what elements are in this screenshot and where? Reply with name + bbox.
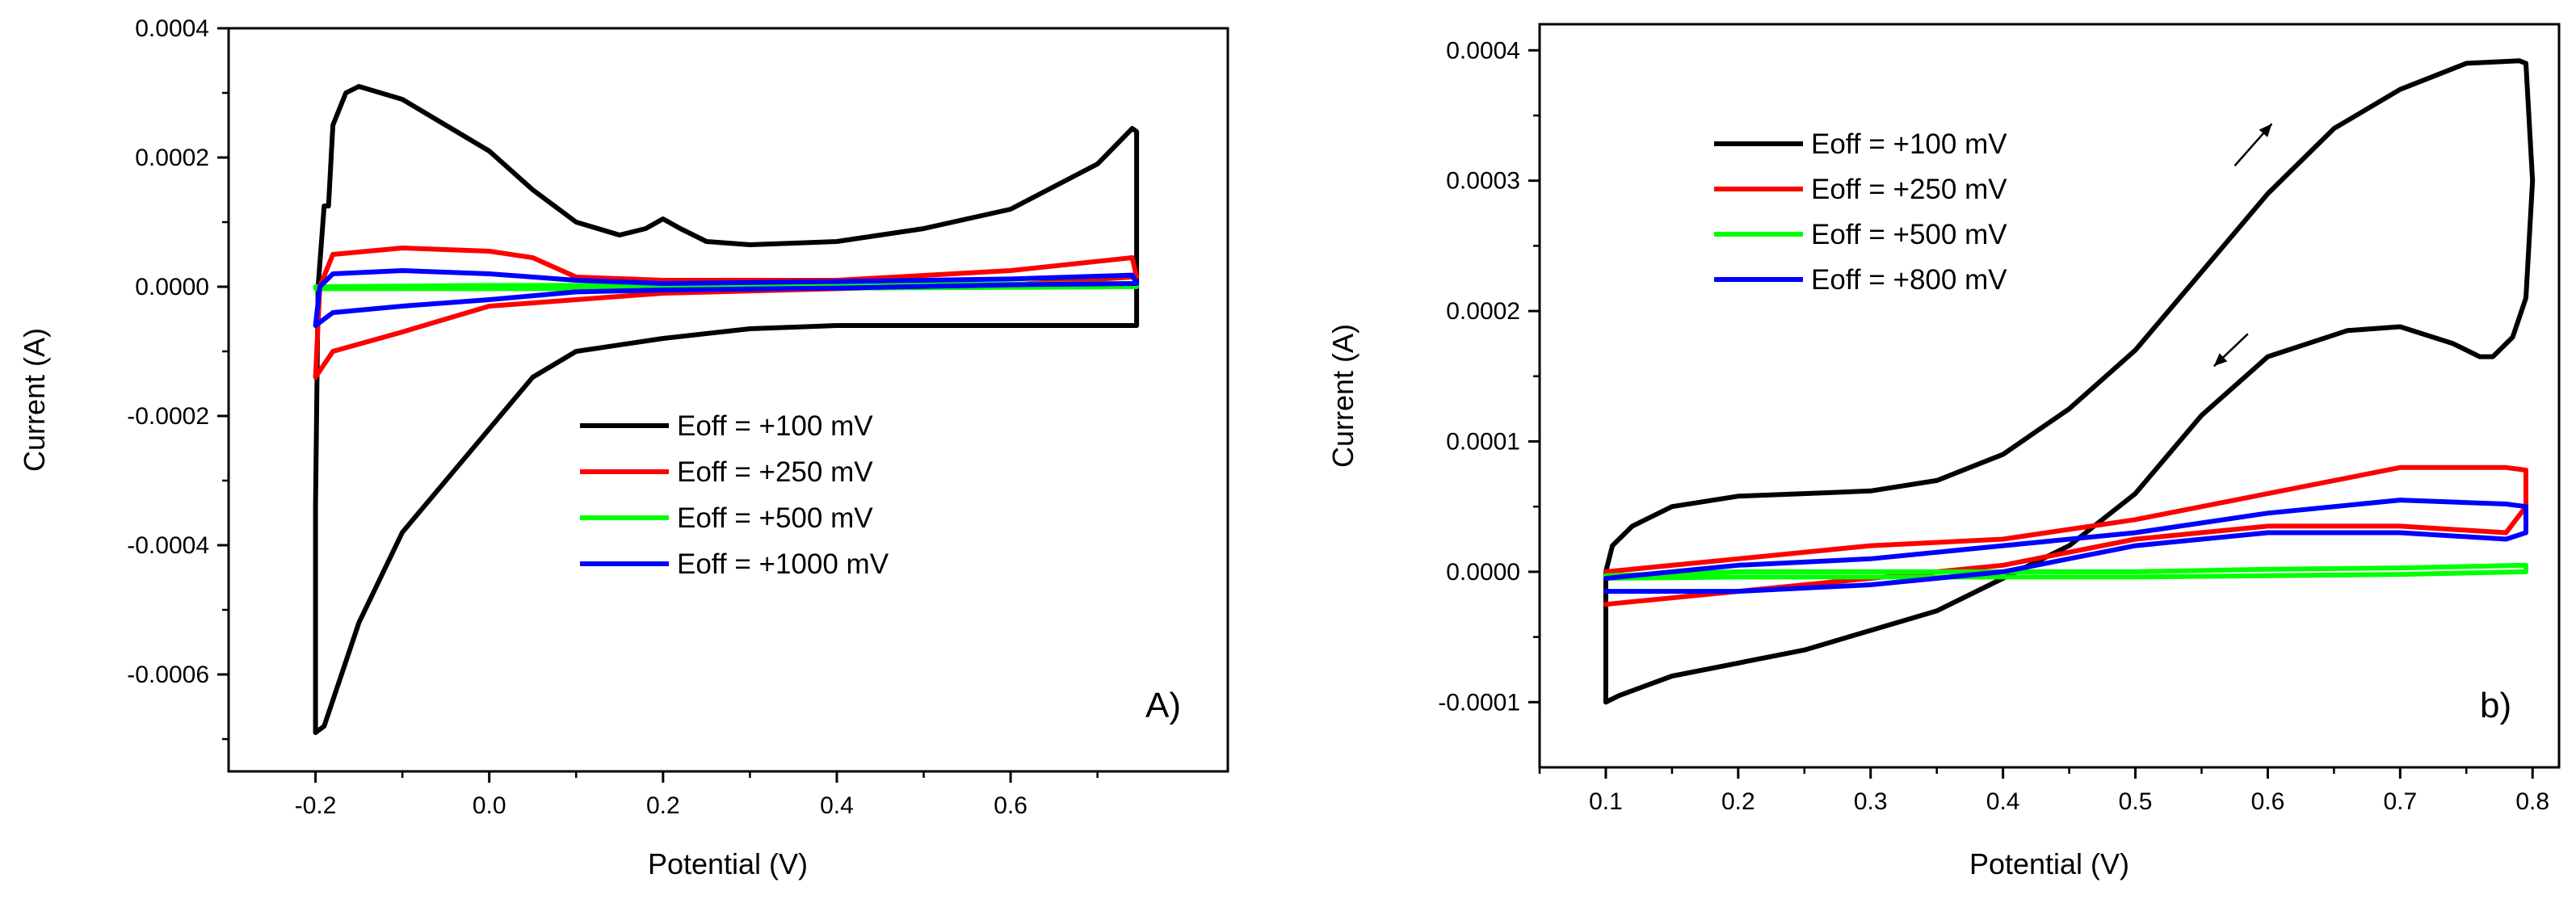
- series-line-eoff-800-mv: [1603, 498, 2528, 594]
- chart-panel-b: 0.1 0.2 0.3 0.4 0.5 0.6 0.7 0.8 0.0004 0.0003 0.00…: [1326, 23, 2561, 880]
- legend-label: Eoff = +250 mV: [1811, 174, 2007, 205]
- legend-a: Eoff = +100 mV Eoff = +250 mV Eoff = +500 …: [580, 410, 889, 580]
- legend-label: Eoff = +250 mV: [677, 456, 873, 488]
- series-line-eoff-1000-mv: [313, 268, 1140, 328]
- series-line-eoff-250-mv: [1603, 464, 2528, 607]
- series-line-eoff-100-mv: [313, 84, 1140, 735]
- legend-b: Eoff = +100 mV Eoff = +250 mV Eoff = +500 …: [1714, 128, 2007, 296]
- y-tick-label: 0.0003: [1446, 168, 1520, 195]
- plot-area-b: [1538, 23, 2561, 769]
- arrow-head: [2213, 353, 2228, 367]
- x-tick-label: 0.6: [994, 792, 1027, 819]
- panel-label-a: A): [1145, 686, 1181, 725]
- legend-label: Eoff = +500 mV: [1811, 219, 2007, 250]
- x-axis-title-b: Potential (V): [1969, 847, 2129, 880]
- y-axis-title-a: Current (A): [18, 328, 51, 472]
- x-tick-label: 0.4: [1986, 788, 2020, 815]
- legend-label: Eoff = +100 mV: [1811, 128, 2007, 160]
- x-tick-label: 0.3: [1854, 788, 1888, 815]
- y-tick-label: -0.0002: [127, 403, 209, 430]
- scan-direction-arrows: [2213, 123, 2273, 368]
- x-tick-label: 0.0: [473, 792, 506, 819]
- y-tick-label: -0.0001: [1438, 689, 1520, 716]
- y-tick-label: 0.0000: [135, 274, 209, 300]
- x-tick-label: 0.2: [1721, 788, 1755, 815]
- y-tick-label: 0.0001: [1446, 428, 1520, 455]
- legend-label: Eoff = +100 mV: [677, 410, 873, 442]
- x-tick-label: 0.6: [2251, 788, 2285, 815]
- x-tick-label: -0.2: [295, 792, 337, 819]
- x-tick-label: 0.5: [2119, 788, 2153, 815]
- panel-label-b: b): [2480, 686, 2511, 725]
- y-tick-label: 0.0004: [135, 15, 209, 42]
- x-tick-label: 0.4: [820, 792, 854, 819]
- x-tick-label: 0.8: [2515, 788, 2549, 815]
- legend-label: Eoff = +800 mV: [1811, 264, 2007, 296]
- y-tick-label: 0.0002: [135, 145, 209, 171]
- legend-label: Eoff = +500 mV: [677, 502, 873, 534]
- y-tick-label: -0.0004: [127, 532, 209, 559]
- x-axis-title-a: Potential (V): [648, 847, 808, 880]
- y-tick-label: 0.0002: [1446, 298, 1520, 325]
- series-line-eoff-100-mv: [1603, 58, 2536, 705]
- x-tick-label: 0.7: [2383, 788, 2417, 815]
- legend-label: Eoff = +1000 mV: [677, 548, 889, 580]
- series-line-eoff-250-mv: [313, 246, 1140, 380]
- arrow-head: [2259, 124, 2272, 137]
- y-tick-label: -0.0006: [127, 662, 209, 688]
- plot-area-a: [227, 27, 1229, 773]
- x-tick-label: 0.1: [1589, 788, 1623, 815]
- y-tick-label: 0.0000: [1446, 559, 1520, 586]
- y-tick-label: 0.0004: [1446, 37, 1520, 64]
- y-axis-title-b: Current (A): [1326, 324, 1359, 468]
- x-tick-label: 0.2: [646, 792, 680, 819]
- chart-panel-a: -0.2 0.0 0.2 0.4 0.6 0.0004 0.0002 0.0000 -0.000…: [18, 15, 1229, 880]
